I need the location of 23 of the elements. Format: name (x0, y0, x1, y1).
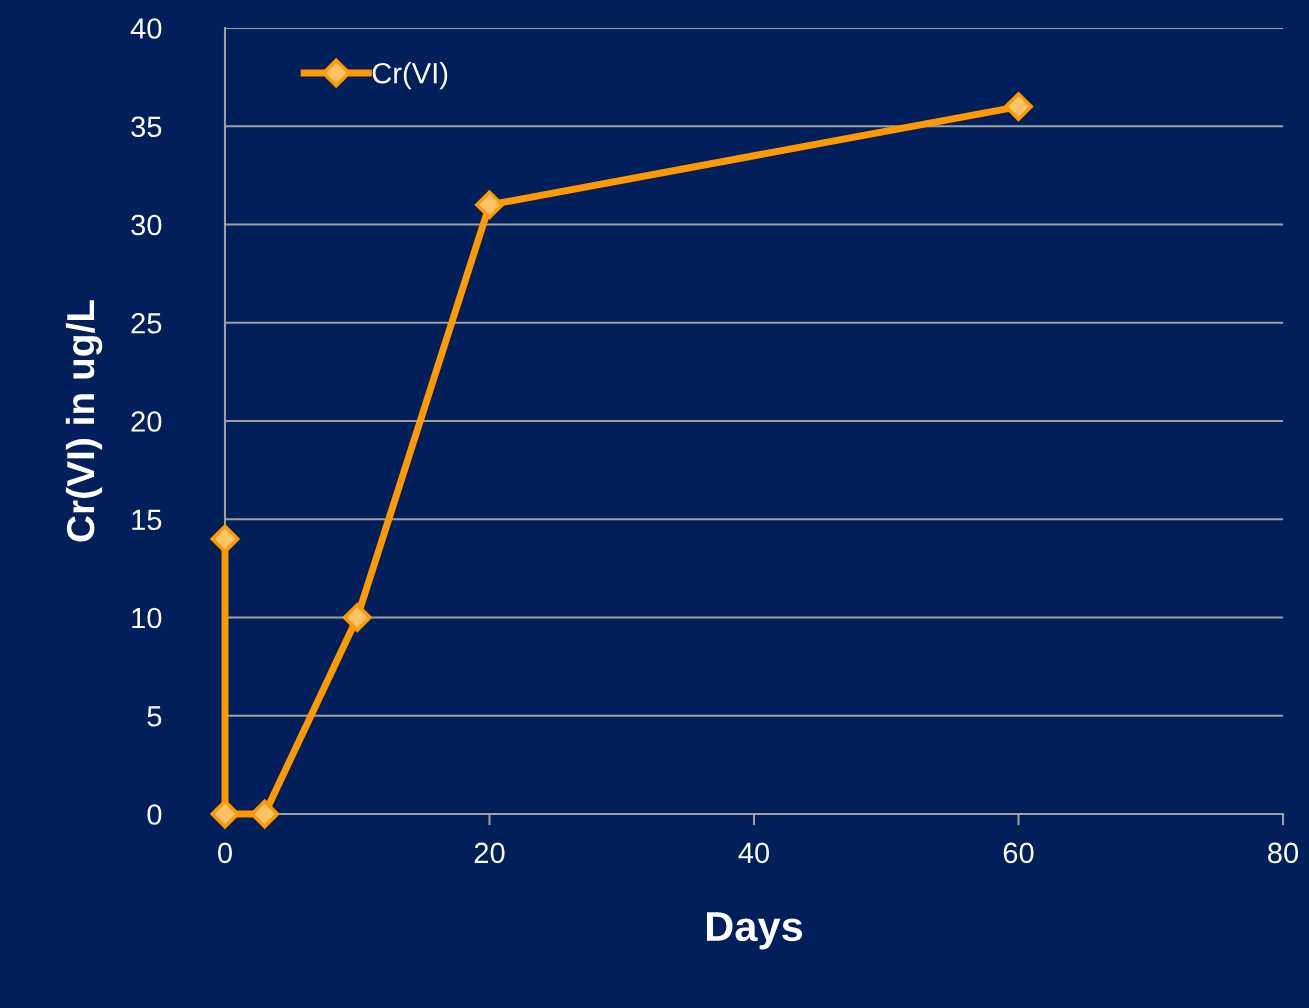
y-tick-label: 25 (131, 312, 162, 334)
x-tick-label: 60 (1003, 842, 1034, 864)
point (210, 799, 240, 829)
x-tick-label: 0 (218, 842, 232, 864)
y-tick-label: 10 (132, 607, 162, 629)
point (210, 524, 240, 554)
point (250, 799, 280, 829)
x-tick-label: 20 (474, 842, 505, 864)
y-axis-title: Cr(VI) in ug/L (65, 300, 103, 542)
x-tick-label: 80 (1268, 842, 1299, 864)
y-tick-label: 30 (131, 214, 162, 236)
point (342, 602, 372, 633)
y-tick-label: 35 (131, 116, 162, 138)
x-tick-label: 40 (738, 842, 770, 864)
legend-label: Cr(VI) (372, 62, 448, 90)
y-tick-label: 0 (147, 804, 162, 825)
point (1003, 92, 1034, 122)
y-tick-label: 20 (131, 411, 162, 432)
x-axis-title: Days (706, 912, 803, 950)
y-tick-label: 5 (147, 706, 162, 727)
y-tick-label: 40 (130, 18, 162, 39)
y-tick-label: 15 (132, 509, 162, 531)
point (474, 190, 505, 220)
